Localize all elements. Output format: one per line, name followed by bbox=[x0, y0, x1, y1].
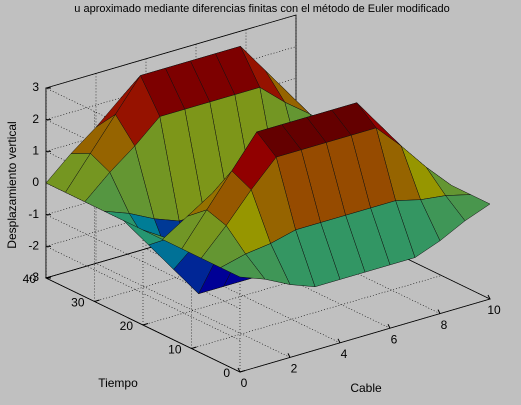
y-tick-label: 20 bbox=[120, 319, 134, 333]
tick-mark bbox=[191, 346, 197, 349]
tick-mark bbox=[337, 338, 341, 344]
x-tick-label: 6 bbox=[391, 332, 398, 346]
chart-title: u aproximado mediante diferencias finita… bbox=[74, 3, 449, 15]
tick-mark bbox=[45, 276, 52, 279]
y-tick-label: 0 bbox=[223, 366, 230, 380]
x-tick-label: 4 bbox=[341, 347, 348, 361]
tick-mark bbox=[387, 323, 391, 329]
y-axis-label: Tiempo bbox=[98, 376, 138, 390]
x-tick-label: 2 bbox=[291, 362, 298, 376]
tick-mark bbox=[437, 309, 441, 314]
surface-patch bbox=[220, 253, 266, 280]
z-tick-label: 1 bbox=[32, 144, 39, 158]
y-tick-label: 10 bbox=[168, 343, 182, 357]
z-tick-label: -3 bbox=[28, 270, 39, 284]
tick-mark bbox=[142, 323, 149, 326]
tick-mark bbox=[239, 370, 246, 373]
x-axis-label: Cable bbox=[350, 381, 382, 395]
x-tick-label: 8 bbox=[441, 318, 448, 332]
tick-mark bbox=[237, 367, 241, 373]
tick-mark bbox=[94, 299, 100, 302]
z-tick-label: -1 bbox=[28, 207, 39, 221]
tick-mark bbox=[287, 353, 291, 358]
z-axis-label: Desplazamiento vertical bbox=[5, 121, 19, 248]
y-tick-label: 40 bbox=[23, 272, 37, 286]
z-tick-label: 0 bbox=[32, 175, 39, 189]
x-tick-label: 10 bbox=[487, 303, 501, 317]
x-tick-label: 0 bbox=[241, 376, 248, 390]
tick-mark bbox=[487, 294, 491, 300]
z-tick-label: 3 bbox=[32, 80, 39, 94]
z-tick-label: -2 bbox=[28, 239, 39, 253]
y-tick-label: 30 bbox=[71, 296, 85, 310]
z-tick-label: 2 bbox=[32, 112, 39, 126]
